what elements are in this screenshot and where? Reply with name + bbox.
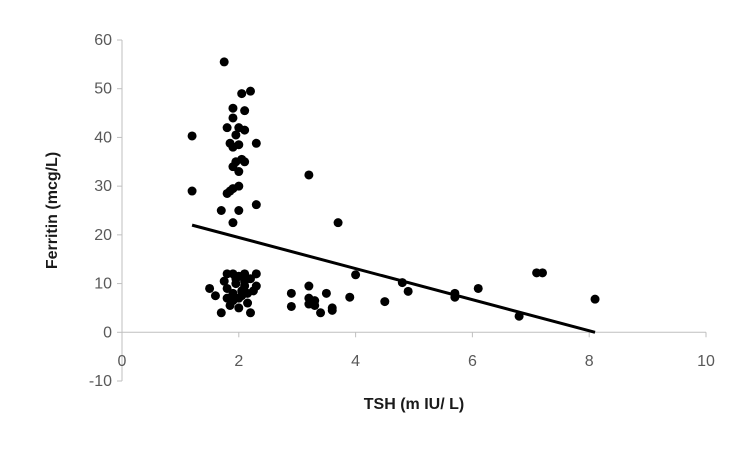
data-point (304, 299, 314, 309)
data-point (222, 293, 232, 303)
y-tick-label: 40 (94, 129, 112, 146)
y-tick-label: 50 (94, 81, 112, 98)
axes (121, 40, 706, 381)
data-point (234, 303, 244, 313)
data-point (216, 206, 226, 215)
y-axis-title: Ferritin (mcg/L) (44, 152, 61, 269)
data-point (286, 301, 296, 311)
data-point (237, 89, 247, 99)
data-point (240, 125, 250, 135)
data-points (187, 57, 600, 321)
x-tick-label: 8 (585, 353, 594, 370)
data-point (590, 294, 600, 304)
data-point (304, 281, 314, 291)
x-tick-label: 10 (697, 353, 715, 370)
data-point (473, 283, 483, 293)
data-point (234, 167, 244, 177)
data-point (187, 131, 197, 141)
data-point (243, 298, 253, 308)
data-point (245, 308, 255, 318)
x-tick-label: 2 (234, 353, 243, 370)
data-point (234, 206, 244, 215)
y-tick-label: 60 (94, 32, 112, 49)
data-point (304, 170, 314, 180)
data-point (245, 86, 255, 96)
data-point (240, 157, 250, 167)
data-point (327, 303, 337, 313)
y-tick-label: 20 (94, 227, 112, 244)
y-tick-label: 0 (103, 324, 112, 341)
x-tick-label: 6 (468, 353, 477, 370)
y-tick-label: 30 (94, 178, 112, 195)
data-point (219, 276, 229, 286)
data-point (216, 308, 226, 318)
data-point (210, 291, 220, 301)
data-point (333, 218, 343, 228)
data-point (316, 308, 326, 318)
data-point (222, 123, 232, 133)
data-point (251, 200, 261, 210)
data-point (251, 138, 261, 148)
tick-labels: -10 0 10 20 30 40 50 60 0 2 4 6 8 10 (89, 32, 715, 390)
data-point (228, 103, 238, 113)
data-point (240, 106, 250, 116)
y-tick-label: 10 (94, 276, 112, 293)
data-point (205, 283, 215, 293)
data-point (228, 142, 238, 152)
data-point (345, 292, 355, 302)
x-axis-title: TSH (m IU/ L) (364, 396, 464, 413)
data-point (403, 286, 413, 296)
data-point (228, 218, 238, 228)
x-tick-label: 4 (351, 353, 360, 370)
data-point (251, 281, 261, 291)
data-point (351, 270, 361, 280)
data-point (251, 269, 261, 279)
data-point (219, 57, 229, 67)
data-point (286, 288, 296, 298)
data-point (231, 274, 241, 284)
x-tick-label: 0 (118, 353, 127, 370)
trendline (191, 223, 596, 334)
data-point (231, 130, 241, 140)
data-point (537, 268, 547, 278)
data-point (222, 188, 232, 198)
data-point (228, 113, 238, 123)
data-point (243, 288, 253, 298)
data-point (380, 297, 390, 307)
data-point (187, 186, 197, 196)
data-point (321, 288, 331, 298)
y-tick-label: -10 (89, 373, 112, 390)
data-point (240, 276, 250, 286)
